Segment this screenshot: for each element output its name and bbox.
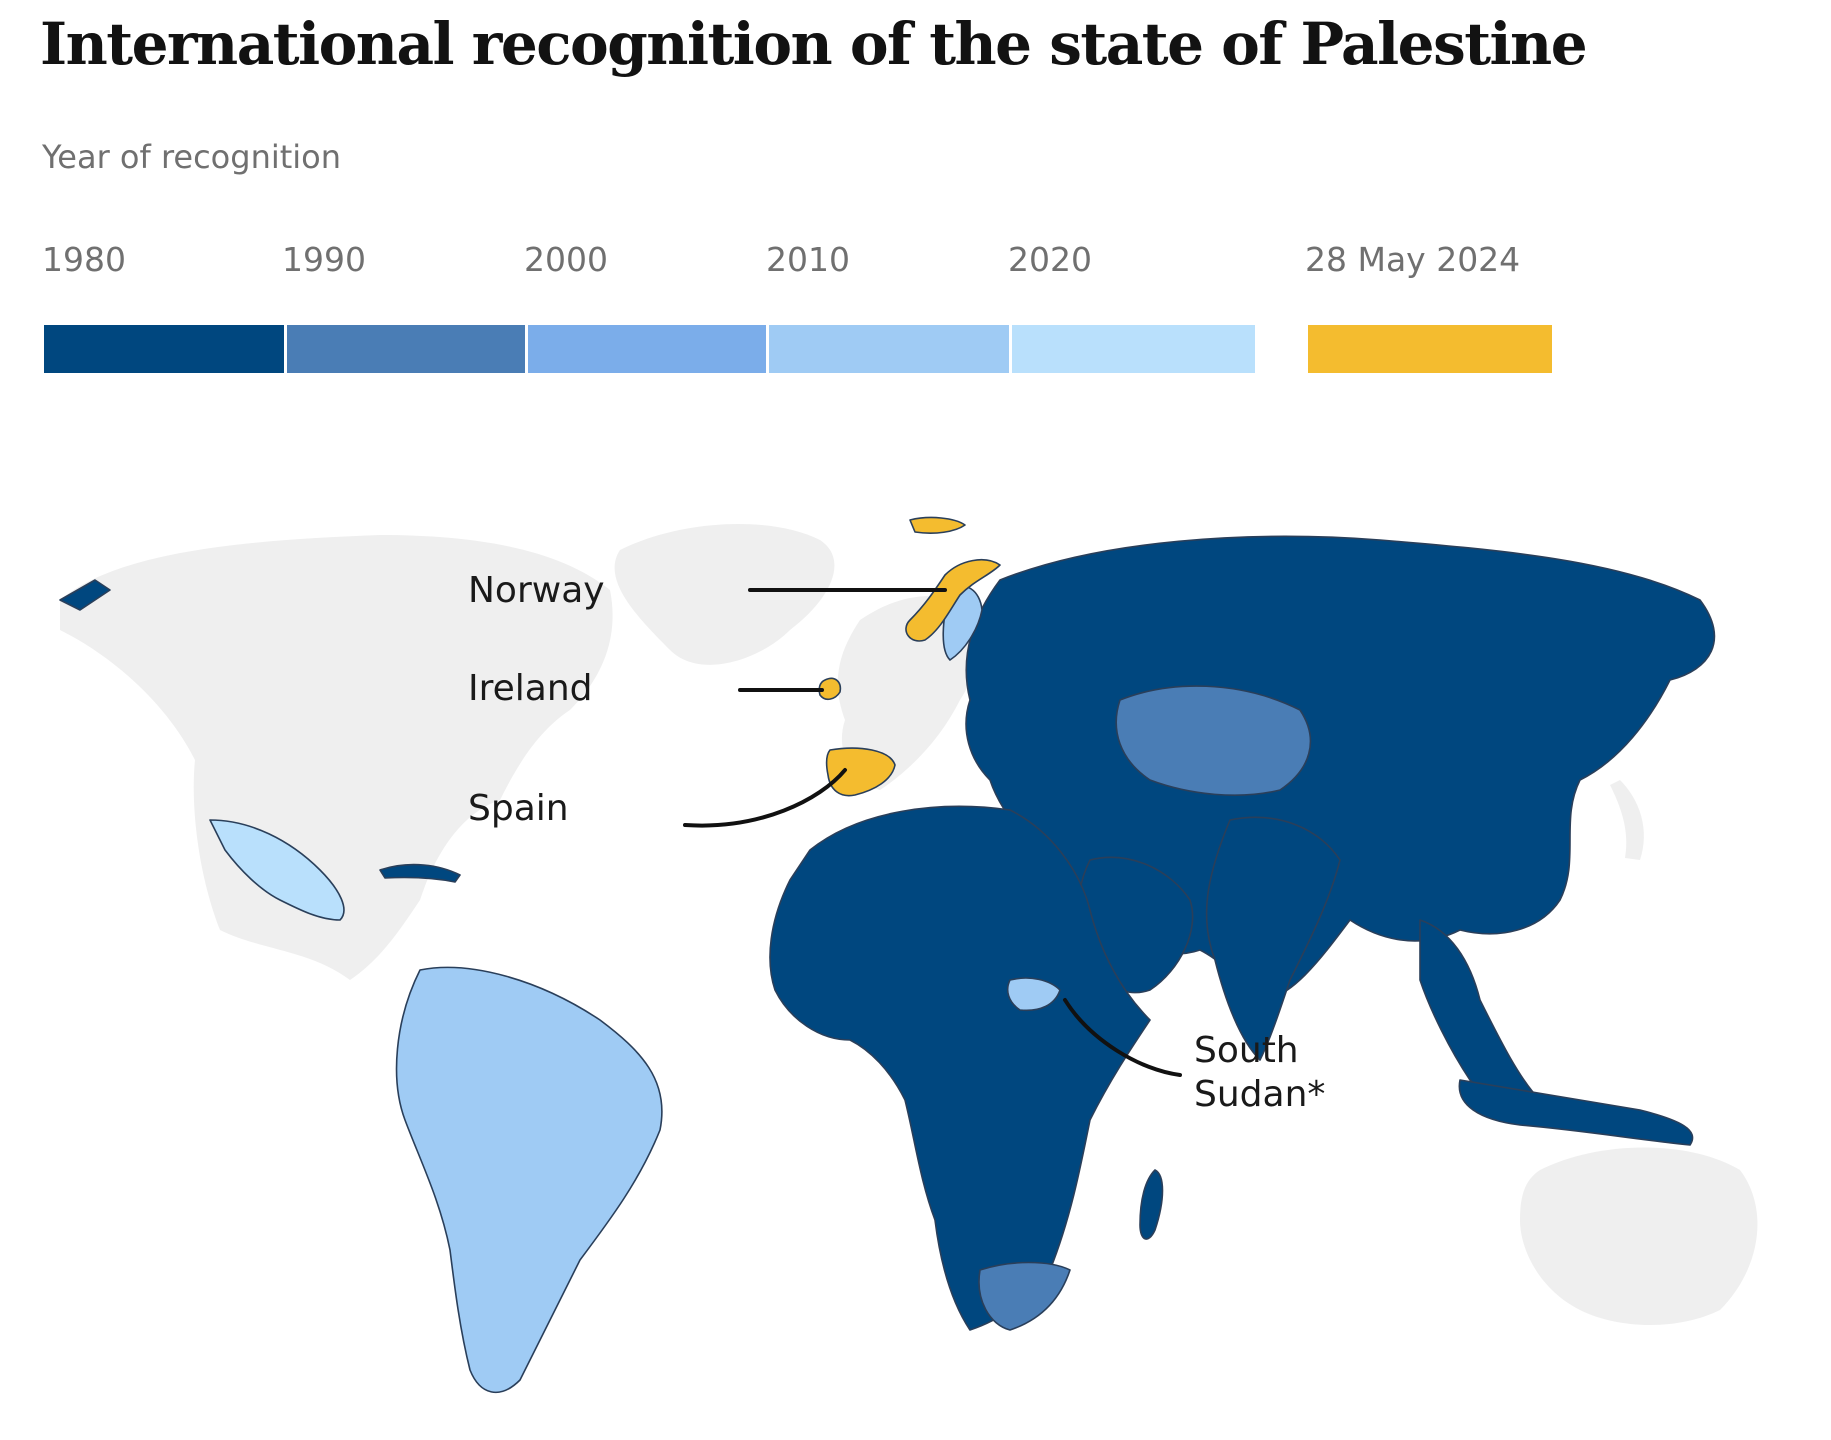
leader-south-sudan <box>1063 998 1182 1077</box>
cuba <box>379 863 461 883</box>
spain <box>825 747 896 797</box>
southeast-asia <box>1419 919 1541 1105</box>
south-america <box>395 966 663 1394</box>
mexico <box>209 819 345 921</box>
label-south-sudan-line1: South <box>1194 1030 1299 1071</box>
label-south-sudan-line2: Sudan* <box>1194 1074 1325 1115</box>
alaska-island <box>59 579 111 611</box>
recognised-2024 <box>818 516 1001 797</box>
legend-swatch-2000 <box>528 325 766 373</box>
legend-label-2010: 2010 <box>766 240 850 279</box>
madagascar <box>1139 1169 1164 1240</box>
south-sudan <box>1006 977 1061 1012</box>
recognised-1990 <box>978 685 1312 1331</box>
legend-title: Year of recognition <box>42 138 342 176</box>
legend-swatch-highlight <box>1308 325 1552 373</box>
world-map: Norway Ireland Spain South Sudan* <box>59 516 1758 1394</box>
legend-label-highlight: 28 May 2024 <box>1305 240 1521 279</box>
central-asia <box>1115 685 1312 796</box>
label-norway: Norway <box>468 570 605 611</box>
legend-label-2020: 2020 <box>1008 240 1092 279</box>
indonesia <box>1458 1079 1694 1146</box>
callout-labels: Norway Ireland Spain South Sudan* <box>468 570 1325 1115</box>
recognised-2020 <box>209 819 345 921</box>
legend-swatch-2020 <box>1012 325 1255 373</box>
legend-label-1990: 1990 <box>282 240 366 279</box>
legend-label-1980: 1980 <box>42 240 126 279</box>
norway <box>905 559 1001 642</box>
greenland <box>614 523 835 665</box>
unrecognised-land <box>60 523 1758 1325</box>
north-america <box>60 535 613 980</box>
legend-swatch-2010 <box>769 325 1009 373</box>
label-spain: Spain <box>468 788 569 829</box>
callout-leaders <box>683 588 1182 1077</box>
legend-swatch-1980 <box>44 325 284 373</box>
japan <box>1610 780 1644 860</box>
legend-swatch-1990 <box>287 325 525 373</box>
chart-title: International recognition of the state o… <box>40 10 1588 78</box>
leader-spain <box>683 768 847 828</box>
recognised-1980 <box>59 535 1716 1331</box>
australia <box>1520 1147 1758 1325</box>
south-africa <box>978 1261 1071 1331</box>
svalbard <box>909 516 966 534</box>
label-ireland: Ireland <box>468 668 593 709</box>
india <box>1205 816 1341 1061</box>
ireland <box>818 677 842 701</box>
legend-label-2000: 2000 <box>524 240 608 279</box>
